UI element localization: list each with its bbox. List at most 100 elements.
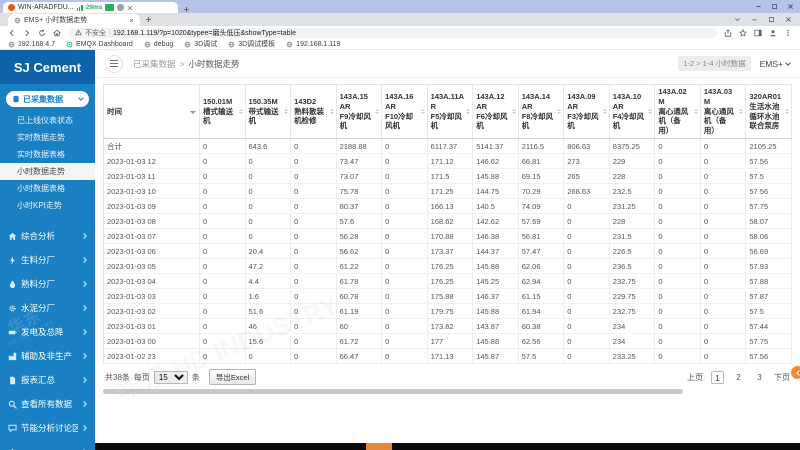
cell-value: 8375.25 xyxy=(609,138,656,154)
forward-icon[interactable] xyxy=(23,29,31,37)
row-time: 2023-01-03 10 xyxy=(103,183,200,199)
cell-value: 0 xyxy=(381,333,428,349)
next-page-button[interactable]: 下页 xyxy=(774,372,790,382)
cell-value: 0 xyxy=(290,183,337,199)
sidebar-group-item[interactable]: 综合分析 xyxy=(0,224,95,248)
column-header[interactable]: 143A.11AR F5冷却风机 xyxy=(427,84,474,139)
bookmark-star-icon[interactable] xyxy=(739,28,747,37)
cell-value: 234 xyxy=(609,318,656,334)
column-header[interactable]: 143A.12AR F6冷却风机 xyxy=(472,84,519,139)
bookmark-label: debug xyxy=(153,40,174,48)
globe-icon xyxy=(286,41,293,48)
cell-value: 0 xyxy=(700,303,747,319)
column-header[interactable]: 时间 xyxy=(103,84,200,139)
sidebar-group-item[interactable]: 发电及总降 xyxy=(0,320,95,344)
close-window-icon[interactable] xyxy=(787,3,794,10)
cell-value: 273 xyxy=(563,153,610,169)
profile-avatar-icon[interactable] xyxy=(769,29,777,37)
bookmark-item[interactable]: 192.168.4.7 xyxy=(8,41,55,48)
cell-value: 0 xyxy=(563,258,610,274)
reload-icon[interactable] xyxy=(38,29,46,37)
collapse-panel-button[interactable] xyxy=(791,366,800,379)
column-header[interactable]: 143A.15AR F9冷却风机 xyxy=(336,84,383,139)
prev-page-button[interactable]: 上页 xyxy=(687,372,703,382)
sidebar-subitem[interactable]: 实时数据表格 xyxy=(17,150,65,159)
page-button[interactable]: 1 xyxy=(711,370,724,384)
sidebar-group-item[interactable]: 辅助及非生产 xyxy=(0,344,95,368)
column-code: 143A.03M xyxy=(703,87,733,106)
column-header[interactable]: 143A.14AR F8冷却风机 xyxy=(518,84,565,139)
sidebar-group-item[interactable]: 查看所有数据 xyxy=(0,392,95,416)
cell-value: 0 xyxy=(199,318,246,334)
cell-value: 0 xyxy=(700,168,747,184)
per-page-select[interactable]: 15 xyxy=(153,370,188,384)
export-excel-button[interactable]: 导出Excel xyxy=(208,369,257,385)
column-header[interactable]: 143A.10AR F4冷却风机 xyxy=(609,84,656,139)
column-header[interactable]: 150.01M 槽式输送机 xyxy=(199,84,246,139)
cell-value: 0 xyxy=(245,183,292,199)
sidebar-group-item[interactable]: 节能分析讨论区 xyxy=(0,416,95,440)
column-header[interactable]: 143A.03M 离心通风机（备用） xyxy=(700,84,747,139)
column-header[interactable]: 143A.09AR F3冷却风机 xyxy=(563,84,610,139)
cell-value: 1.6 xyxy=(245,288,292,304)
url-omnibox[interactable]: 不安全 192.168.1.119/?p=1020&typee=磨头低压&sho… xyxy=(68,27,717,38)
new-tab-icon[interactable] xyxy=(145,16,152,23)
tab-search-icon[interactable] xyxy=(734,16,741,23)
maximize-window-icon[interactable] xyxy=(771,3,778,10)
column-header[interactable]: 143A.02M 离心通风机（备用） xyxy=(654,84,701,139)
maximize-browser-icon[interactable] xyxy=(768,16,775,23)
sort-icon xyxy=(466,107,470,116)
sidebar-subitem[interactable]: 已上线仪表状态 xyxy=(17,116,73,125)
breadcrumb-root[interactable]: 已采集数据 xyxy=(133,58,176,69)
bookmark-item[interactable]: debug xyxy=(144,41,173,48)
back-icon[interactable] xyxy=(8,29,16,37)
bookmark-item[interactable]: 192.168.1.119 xyxy=(286,41,340,48)
column-header[interactable]: 143D2 熟料散装机检修 xyxy=(290,84,337,139)
new-session-icon[interactable] xyxy=(183,6,190,13)
horizontal-scrollbar-thumb[interactable] xyxy=(103,389,683,394)
sidebar-group-item[interactable]: 生料分厂 xyxy=(0,248,95,272)
side-panel-icon[interactable] xyxy=(754,29,762,37)
sort-icon xyxy=(785,107,789,116)
column-header[interactable]: 143A.16AR F10冷却风机 xyxy=(381,84,428,139)
page-button[interactable]: 3 xyxy=(757,372,762,382)
sidebar-group-collected-data[interactable]: 已采集数据 xyxy=(6,91,89,107)
sidebar-subitem[interactable]: 小时数据走势 xyxy=(0,163,95,180)
row-time: 2023-01-03 05 xyxy=(103,258,200,274)
cell-value: 236.5 xyxy=(609,258,656,274)
bookmark-label: 3D调试 xyxy=(194,41,218,48)
sidebar-group-item[interactable]: 水泥分厂 xyxy=(0,296,95,320)
cell-value: 60.38 xyxy=(518,318,565,334)
sidebar-group-item[interactable]: 熟料分厂 xyxy=(0,272,95,296)
sidebar-subitem[interactable]: 小时KPI走势 xyxy=(17,201,62,210)
sort-icon xyxy=(694,107,698,116)
session-menu-icon[interactable] xyxy=(117,4,124,11)
sidebar-subitem[interactable]: 实时数据走势 xyxy=(17,133,65,142)
close-browser-icon[interactable] xyxy=(785,16,792,23)
share-icon[interactable] xyxy=(724,28,732,37)
bookmark-item[interactable]: EMQX Dashboard xyxy=(66,41,133,48)
cell-value: 62.94 xyxy=(518,273,565,289)
minimize-browser-icon[interactable] xyxy=(751,16,758,23)
cell-value: 66.47 xyxy=(336,348,383,364)
home-nav-icon[interactable] xyxy=(53,29,61,37)
browser-menu-icon[interactable] xyxy=(784,29,792,37)
page-button[interactable]: 2 xyxy=(736,372,741,382)
hamburger-menu-icon[interactable] xyxy=(105,54,123,73)
sidebar-subitem[interactable]: 小时数据表格 xyxy=(17,184,65,193)
minimize-window-icon[interactable] xyxy=(755,3,762,10)
column-header[interactable]: 150.35M 带式输送机 xyxy=(245,84,292,139)
sidebar-group-item[interactable]: 报表汇总 xyxy=(0,368,95,392)
remote-session-tab[interactable]: WIN-ARADFDU... 29ms xyxy=(3,2,178,13)
group-label: 生料分厂 xyxy=(21,255,56,265)
close-tab-icon[interactable] xyxy=(129,18,134,23)
close-session-icon[interactable] xyxy=(127,5,133,11)
sidebar-group-item-partial[interactable] xyxy=(0,440,95,450)
cell-value: 0 xyxy=(654,213,701,229)
browser-tab[interactable]: EMS+ 小时数据走势 xyxy=(8,14,140,26)
bookmark-item[interactable]: 3D调试 xyxy=(184,39,217,49)
data-range-badge[interactable]: 1-2 > 1-4 小时数据 xyxy=(678,56,751,71)
user-menu[interactable]: EMS+ xyxy=(760,59,791,69)
column-header[interactable]: 320AR01 生活水池循环水池联合泵房 xyxy=(745,84,792,139)
bookmark-item[interactable]: 3D调试模板 xyxy=(228,39,275,49)
